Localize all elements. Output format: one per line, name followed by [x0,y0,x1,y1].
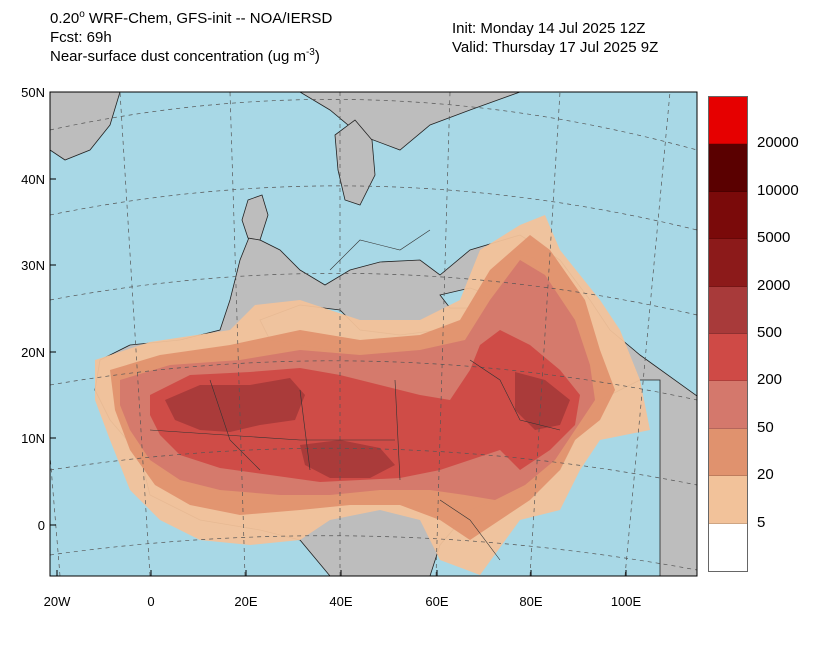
lon-tick-label: 80E [519,594,542,609]
lat-tick-label: 50N [21,85,45,100]
legend-swatch [709,333,747,382]
graticule [50,92,697,576]
longitude-axis: 20W 0 20E 40E 60E 80E 100E [44,570,642,609]
legend-swatch [709,523,747,571]
legend-swatch [709,97,747,145]
legend-swatch [709,286,747,334]
map-title-block: 0.20o WRF-Chem, GFS-init -- NOA/IERSD Fc… [50,9,332,66]
legend-label: 20000 [757,134,799,152]
init-time: Init: Monday 14 Jul 2025 12Z [452,20,646,37]
variable-text: Near-surface dust concentration (ug m [50,48,306,65]
time-block: Init: Monday 14 Jul 2025 12Z Valid: Thur… [452,19,658,57]
lat-tick-label: 0 [38,518,45,533]
scandinavia-land [334,119,376,206]
legend-label: 5000 [757,229,791,247]
lon-tick-label: 100E [611,594,642,609]
lat-tick-label: 20N [21,345,45,360]
valid-time: Valid: Thursday 17 Jul 2025 9Z [452,39,659,56]
legend-label: 5 [757,513,766,531]
resolution-text: 0.20 [50,10,80,27]
legend-swatch [709,191,747,240]
unit-exponent: -3 [305,47,315,58]
lon-tick-label: 20W [44,594,71,609]
country-borders [149,229,561,561]
legend-label: 10000 [757,181,799,199]
greenland-land [50,92,121,161]
latitude-axis: 50N 40N 30N 20N 10N 0 [21,85,56,533]
legend-label: 50 [757,418,774,436]
degree-sup: o [79,9,85,20]
dust-200-level [150,330,580,482]
british-isles-land [241,194,269,241]
legend-label: 500 [757,324,783,341]
lat-tick-label: 10N [21,431,45,446]
legend-swatch [709,381,747,429]
legend-label: 20 [757,466,774,484]
legend-label: 200 [757,371,783,389]
variable-line: Near-surface dust concentration (ug m-3) [50,47,332,66]
model-text: WRF-Chem, GFS-init -- NOA/IERSD [84,10,333,27]
variable-close: ) [314,48,320,65]
lat-tick-label: 40N [21,172,45,187]
forecast-text: Fcst: 69h [50,29,112,46]
dust-500-sahara-west [165,378,305,432]
lon-tick-label: 20E [234,594,257,609]
lon-tick-label: 60E [425,594,448,609]
legend-swatch [709,144,747,192]
color-legend [708,96,748,572]
dust-500-arabia [515,372,570,430]
lon-tick-label: 0 [147,594,154,609]
dust-500-sahara-east [300,440,395,478]
legend-swatch [709,428,747,477]
lat-tick-label: 30N [21,258,45,273]
dust-field [95,215,650,575]
map-frame [49,91,698,577]
legend-label: 2000 [757,276,791,294]
lon-tick-label: 40E [329,594,352,609]
legend-swatch [709,239,747,287]
legend-swatch [709,476,747,524]
map-area [50,92,697,576]
title-line: 0.20o WRF-Chem, GFS-init -- NOA/IERSD [50,9,332,28]
